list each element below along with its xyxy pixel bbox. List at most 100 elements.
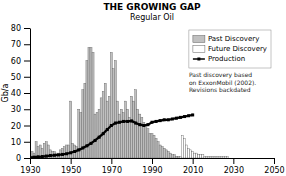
tick-mark (71, 158, 72, 164)
tick: 10 (11, 138, 30, 147)
bar (177, 156, 179, 158)
marker (138, 123, 141, 126)
bar-series (30, 48, 179, 159)
bar (114, 61, 116, 159)
tick-label: 60 (11, 57, 21, 66)
bar (173, 155, 175, 158)
tick: 60 (11, 57, 30, 66)
tick-mark (24, 61, 30, 62)
marker (118, 121, 121, 124)
y-axis-title: Gb/a (1, 83, 10, 102)
bar (261, 158, 263, 159)
bar (78, 109, 80, 158)
bar (129, 117, 131, 158)
legend-swatch (193, 36, 205, 43)
bar (181, 135, 183, 158)
tick-mark (193, 158, 194, 164)
tick: 1970 (102, 158, 122, 175)
marker (90, 142, 93, 145)
marker (98, 136, 101, 139)
legend: Past DiscoveryFuture DiscoveryProduction (189, 30, 271, 68)
tick: 2030 (224, 158, 244, 175)
bar (116, 101, 118, 158)
marker (61, 153, 64, 156)
legend-swatch (193, 58, 205, 60)
bar (45, 142, 47, 158)
bar (57, 153, 59, 158)
tick-label: 40 (11, 89, 21, 98)
tick-mark (30, 158, 31, 164)
bar (163, 148, 165, 158)
bar (123, 113, 125, 159)
marker (163, 118, 166, 121)
bar (220, 156, 222, 158)
bar (259, 158, 261, 159)
marker (130, 119, 133, 122)
bar-series (179, 135, 228, 158)
tick: 70 (11, 40, 30, 49)
bar (167, 152, 169, 159)
annotation: Past discovery basedon ExxonMobil (2002)… (189, 71, 256, 93)
tick: 0 (16, 154, 30, 163)
bar (94, 114, 96, 158)
bar (257, 158, 259, 159)
bar (212, 156, 214, 158)
bar (106, 101, 108, 158)
marker (146, 123, 149, 126)
tick-mark (24, 28, 30, 29)
bar (247, 158, 249, 159)
marker (122, 120, 125, 123)
bar (186, 145, 188, 158)
bar (98, 109, 100, 158)
tick-mark (152, 158, 153, 164)
bar (88, 48, 90, 159)
bar (159, 145, 161, 158)
tick-label: 50 (11, 73, 21, 82)
tick-mark (24, 93, 30, 94)
bar (202, 155, 204, 158)
marker (57, 153, 60, 156)
bar (70, 101, 72, 158)
tick-mark (24, 158, 30, 159)
tick-label: 2030 (224, 166, 244, 175)
marker (41, 155, 44, 158)
bar (37, 147, 39, 158)
bar (155, 139, 157, 159)
legend-swatch (193, 46, 205, 53)
tick-label: 1990 (142, 166, 162, 175)
tick-label: 1930 (20, 166, 40, 175)
bar (33, 153, 35, 158)
marker (183, 115, 186, 118)
bar (112, 69, 114, 158)
marker (155, 120, 158, 123)
bar (269, 158, 271, 159)
marker (102, 132, 105, 135)
tick-label: 80 (11, 24, 21, 33)
marker (191, 113, 194, 116)
tick-label: 10 (11, 138, 21, 147)
tick: 2010 (183, 158, 203, 175)
tick-label: 70 (11, 40, 21, 49)
tick: 20 (11, 122, 30, 131)
bar (96, 113, 98, 159)
bar (194, 153, 196, 158)
marker (37, 155, 40, 158)
bar (161, 147, 163, 158)
tick-mark (111, 158, 112, 164)
marker (33, 156, 36, 158)
bar (232, 158, 234, 159)
bar (133, 101, 135, 158)
bar (137, 109, 139, 158)
bar (271, 158, 273, 159)
bar (118, 114, 120, 158)
bar (53, 152, 55, 159)
marker (114, 122, 117, 125)
bar (102, 91, 104, 158)
marker (45, 155, 48, 158)
bar (188, 148, 190, 158)
marker (65, 152, 68, 155)
bar (230, 158, 232, 159)
bar (179, 156, 181, 158)
tick-mark (24, 77, 30, 78)
bar (74, 145, 76, 158)
